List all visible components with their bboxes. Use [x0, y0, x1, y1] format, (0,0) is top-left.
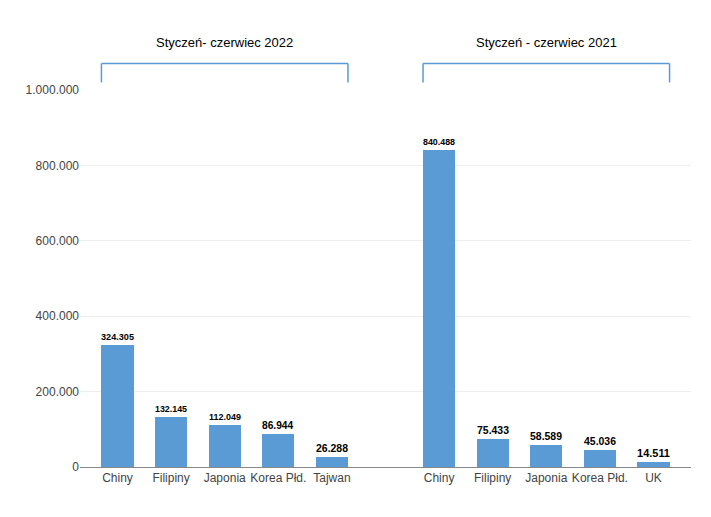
svg-text:Styczeń - czerwiec 2021: Styczeń - czerwiec 2021 — [476, 35, 617, 50]
svg-text:UK: UK — [645, 471, 662, 485]
svg-text:Filipiny: Filipiny — [152, 471, 189, 485]
svg-text:Styczeń- czerwiec 2022: Styczeń- czerwiec 2022 — [156, 35, 293, 50]
svg-text:800.000: 800.000 — [36, 159, 80, 173]
svg-text:1.000.000: 1.000.000 — [26, 83, 80, 97]
svg-text:112.049: 112.049 — [209, 412, 241, 422]
svg-text:58.589: 58.589 — [530, 431, 562, 442]
svg-text:Japonia: Japonia — [525, 471, 567, 485]
svg-text:14.511: 14.511 — [637, 447, 670, 459]
svg-text:Chiny: Chiny — [102, 471, 133, 485]
svg-text:324.305: 324.305 — [101, 332, 134, 342]
svg-text:Japonia: Japonia — [204, 471, 246, 485]
svg-text:Korea Płd.: Korea Płd. — [250, 471, 306, 485]
svg-text:75.433: 75.433 — [477, 425, 509, 436]
svg-text:86.944: 86.944 — [262, 420, 293, 431]
svg-text:45.036: 45.036 — [584, 436, 616, 447]
svg-text:400.000: 400.000 — [36, 309, 80, 323]
svg-text:Chiny: Chiny — [424, 471, 455, 485]
svg-text:200.000: 200.000 — [36, 385, 80, 399]
svg-text:26.288: 26.288 — [316, 443, 348, 454]
svg-text:0: 0 — [72, 460, 79, 474]
svg-text:132.145: 132.145 — [155, 404, 187, 414]
svg-text:600.000: 600.000 — [36, 234, 80, 248]
svg-text:Tajwan: Tajwan — [313, 471, 350, 485]
svg-text:Korea Płd.: Korea Płd. — [572, 471, 628, 485]
svg-text:Filipiny: Filipiny — [474, 471, 511, 485]
svg-text:840.488: 840.488 — [423, 137, 455, 147]
